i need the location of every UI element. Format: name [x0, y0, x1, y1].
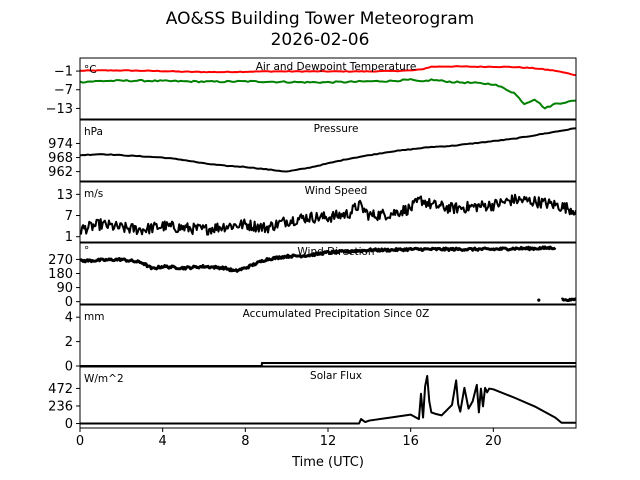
- panel-unit-1: hPa: [84, 126, 103, 138]
- panel-4: Accumulated Precipitation Since 0Z mm 4 2 0: [65, 304, 577, 375]
- wind-direction-point: [537, 298, 541, 302]
- series-line-2-0: [80, 193, 576, 236]
- panel-unit-4: mm: [84, 311, 104, 323]
- y-tick-label-2-1: 7: [65, 209, 73, 224]
- x-tick-label-5: 20: [485, 434, 502, 449]
- panel-0: Air and Dewpoint Temperature °C −1 −7 −13: [46, 57, 577, 120]
- panel-title-5: Solar Flux: [310, 370, 362, 382]
- series-line-1-0: [80, 127, 576, 173]
- panel-title-0: Air and Dewpoint Temperature: [256, 61, 417, 73]
- chart-subtitle: 2026-02-06: [271, 30, 370, 50]
- panel-unit-5: W/m^2: [84, 373, 124, 385]
- series-line-0-0: [80, 65, 576, 77]
- x-tick-label-0: 0: [76, 434, 84, 449]
- panel-2: Wind Speed m/s 13 7 1: [56, 181, 577, 245]
- series-line-3-0: [80, 245, 557, 273]
- y-tick-label-5-0: 472: [48, 382, 73, 397]
- series-line-5-0: [80, 374, 576, 425]
- y-tick-label-2-0: 13: [56, 188, 73, 203]
- panel-frame-4: [79, 304, 577, 367]
- panel-title-3: Wind Direction: [297, 246, 374, 258]
- y-tick-label-2-2: 1: [65, 230, 73, 245]
- y-tick-label-0-2: −13: [46, 102, 73, 117]
- panel-unit-2: m/s: [84, 188, 103, 200]
- x-axis: 0 4 8 12 16 20: [76, 428, 502, 449]
- y-tick-label-4-0: 4: [65, 311, 73, 326]
- y-tick-label-0-0: −1: [54, 65, 73, 80]
- y-tick-label-4-2: 0: [65, 360, 73, 375]
- x-tick-label-1: 4: [159, 434, 167, 449]
- y-tick-label-3-0: 270: [48, 253, 73, 268]
- panel-unit-0: °C: [84, 64, 97, 76]
- y-tick-label-3-2: 90: [56, 281, 73, 296]
- y-tick-label-1-0: 974: [48, 137, 73, 152]
- panel-frame-0: [79, 57, 577, 120]
- series-line-4-0: [80, 361, 576, 366]
- y-tick-label-3-3: 0: [65, 295, 73, 310]
- panel-unit-3: °: [84, 245, 89, 257]
- panel-frame-1: [79, 119, 577, 182]
- series-line-0-1: [80, 78, 576, 110]
- panel-title-1: Pressure: [314, 123, 359, 135]
- panel-frame-2: [79, 181, 577, 243]
- y-tick-label-5-1: 236: [48, 399, 73, 414]
- x-tick-label-2: 8: [241, 434, 249, 449]
- x-axis-label: Time (UTC): [291, 455, 364, 470]
- panel-title-2: Wind Speed: [305, 185, 368, 197]
- panel-5: Solar Flux W/m^2 472 236 0: [48, 366, 577, 432]
- panel-title-4: Accumulated Precipitation Since 0Z: [243, 308, 430, 320]
- chart-title: AO&SS Building Tower Meteorogram: [166, 9, 474, 29]
- y-tick-label-1-2: 962: [48, 165, 73, 180]
- x-tick-label-3: 12: [320, 434, 337, 449]
- y-tick-label-3-1: 180: [48, 267, 73, 282]
- y-tick-label-1-1: 968: [48, 151, 73, 166]
- panels-group: Air and Dewpoint Temperature °C −1 −7 −13 Pre…: [46, 57, 577, 432]
- series-line-3-1: [560, 297, 576, 303]
- y-tick-label-4-1: 2: [65, 335, 73, 350]
- y-tick-label-0-1: −7: [54, 83, 73, 98]
- y-tick-label-5-2: 0: [65, 417, 73, 432]
- x-tick-label-4: 16: [402, 434, 419, 449]
